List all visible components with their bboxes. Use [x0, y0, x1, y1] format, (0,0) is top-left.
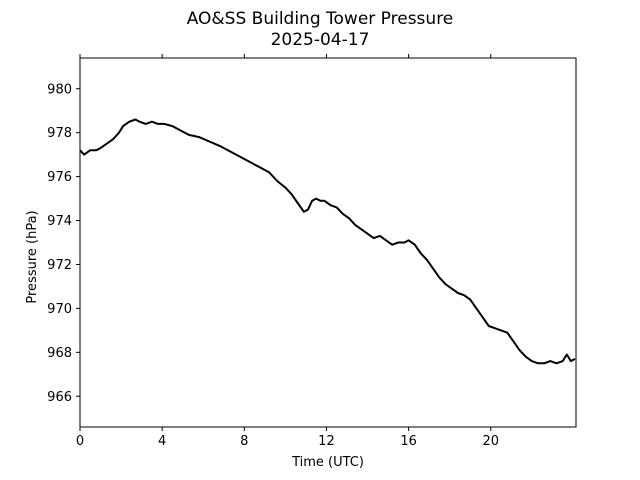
x-tick-label: 16 [400, 434, 417, 449]
y-tick-label: 966 [47, 390, 72, 405]
y-axis-label: Pressure (hPa) [25, 210, 40, 303]
plot-frame [79, 57, 577, 428]
y-tick-label: 968 [47, 346, 72, 361]
y-tick-label: 980 [47, 82, 72, 97]
x-tick-label: 20 [482, 434, 499, 449]
plot-area [79, 118, 576, 365]
y-tick-label: 972 [47, 258, 72, 273]
y-tick-label: 970 [47, 302, 72, 317]
y-axis: 966 968 970 972 974 976 978 980 [47, 82, 80, 405]
x-axis-label: Time (UTC) [291, 455, 364, 470]
chart-title: AO&SS Building Tower Pressure [187, 9, 454, 29]
y-tick-label: 974 [47, 214, 72, 229]
y-tick-label: 976 [47, 170, 72, 185]
chart-subtitle: 2025-04-17 [271, 30, 370, 50]
x-axis: 0 4 8 12 16 20 [76, 54, 499, 449]
x-tick-label: 4 [158, 434, 166, 449]
x-tick-label: 0 [76, 434, 84, 449]
y-tick-label: 978 [47, 126, 72, 141]
x-tick-label: 8 [240, 434, 248, 449]
x-tick-label: 12 [318, 434, 335, 449]
series-line-0 [79, 118, 576, 365]
